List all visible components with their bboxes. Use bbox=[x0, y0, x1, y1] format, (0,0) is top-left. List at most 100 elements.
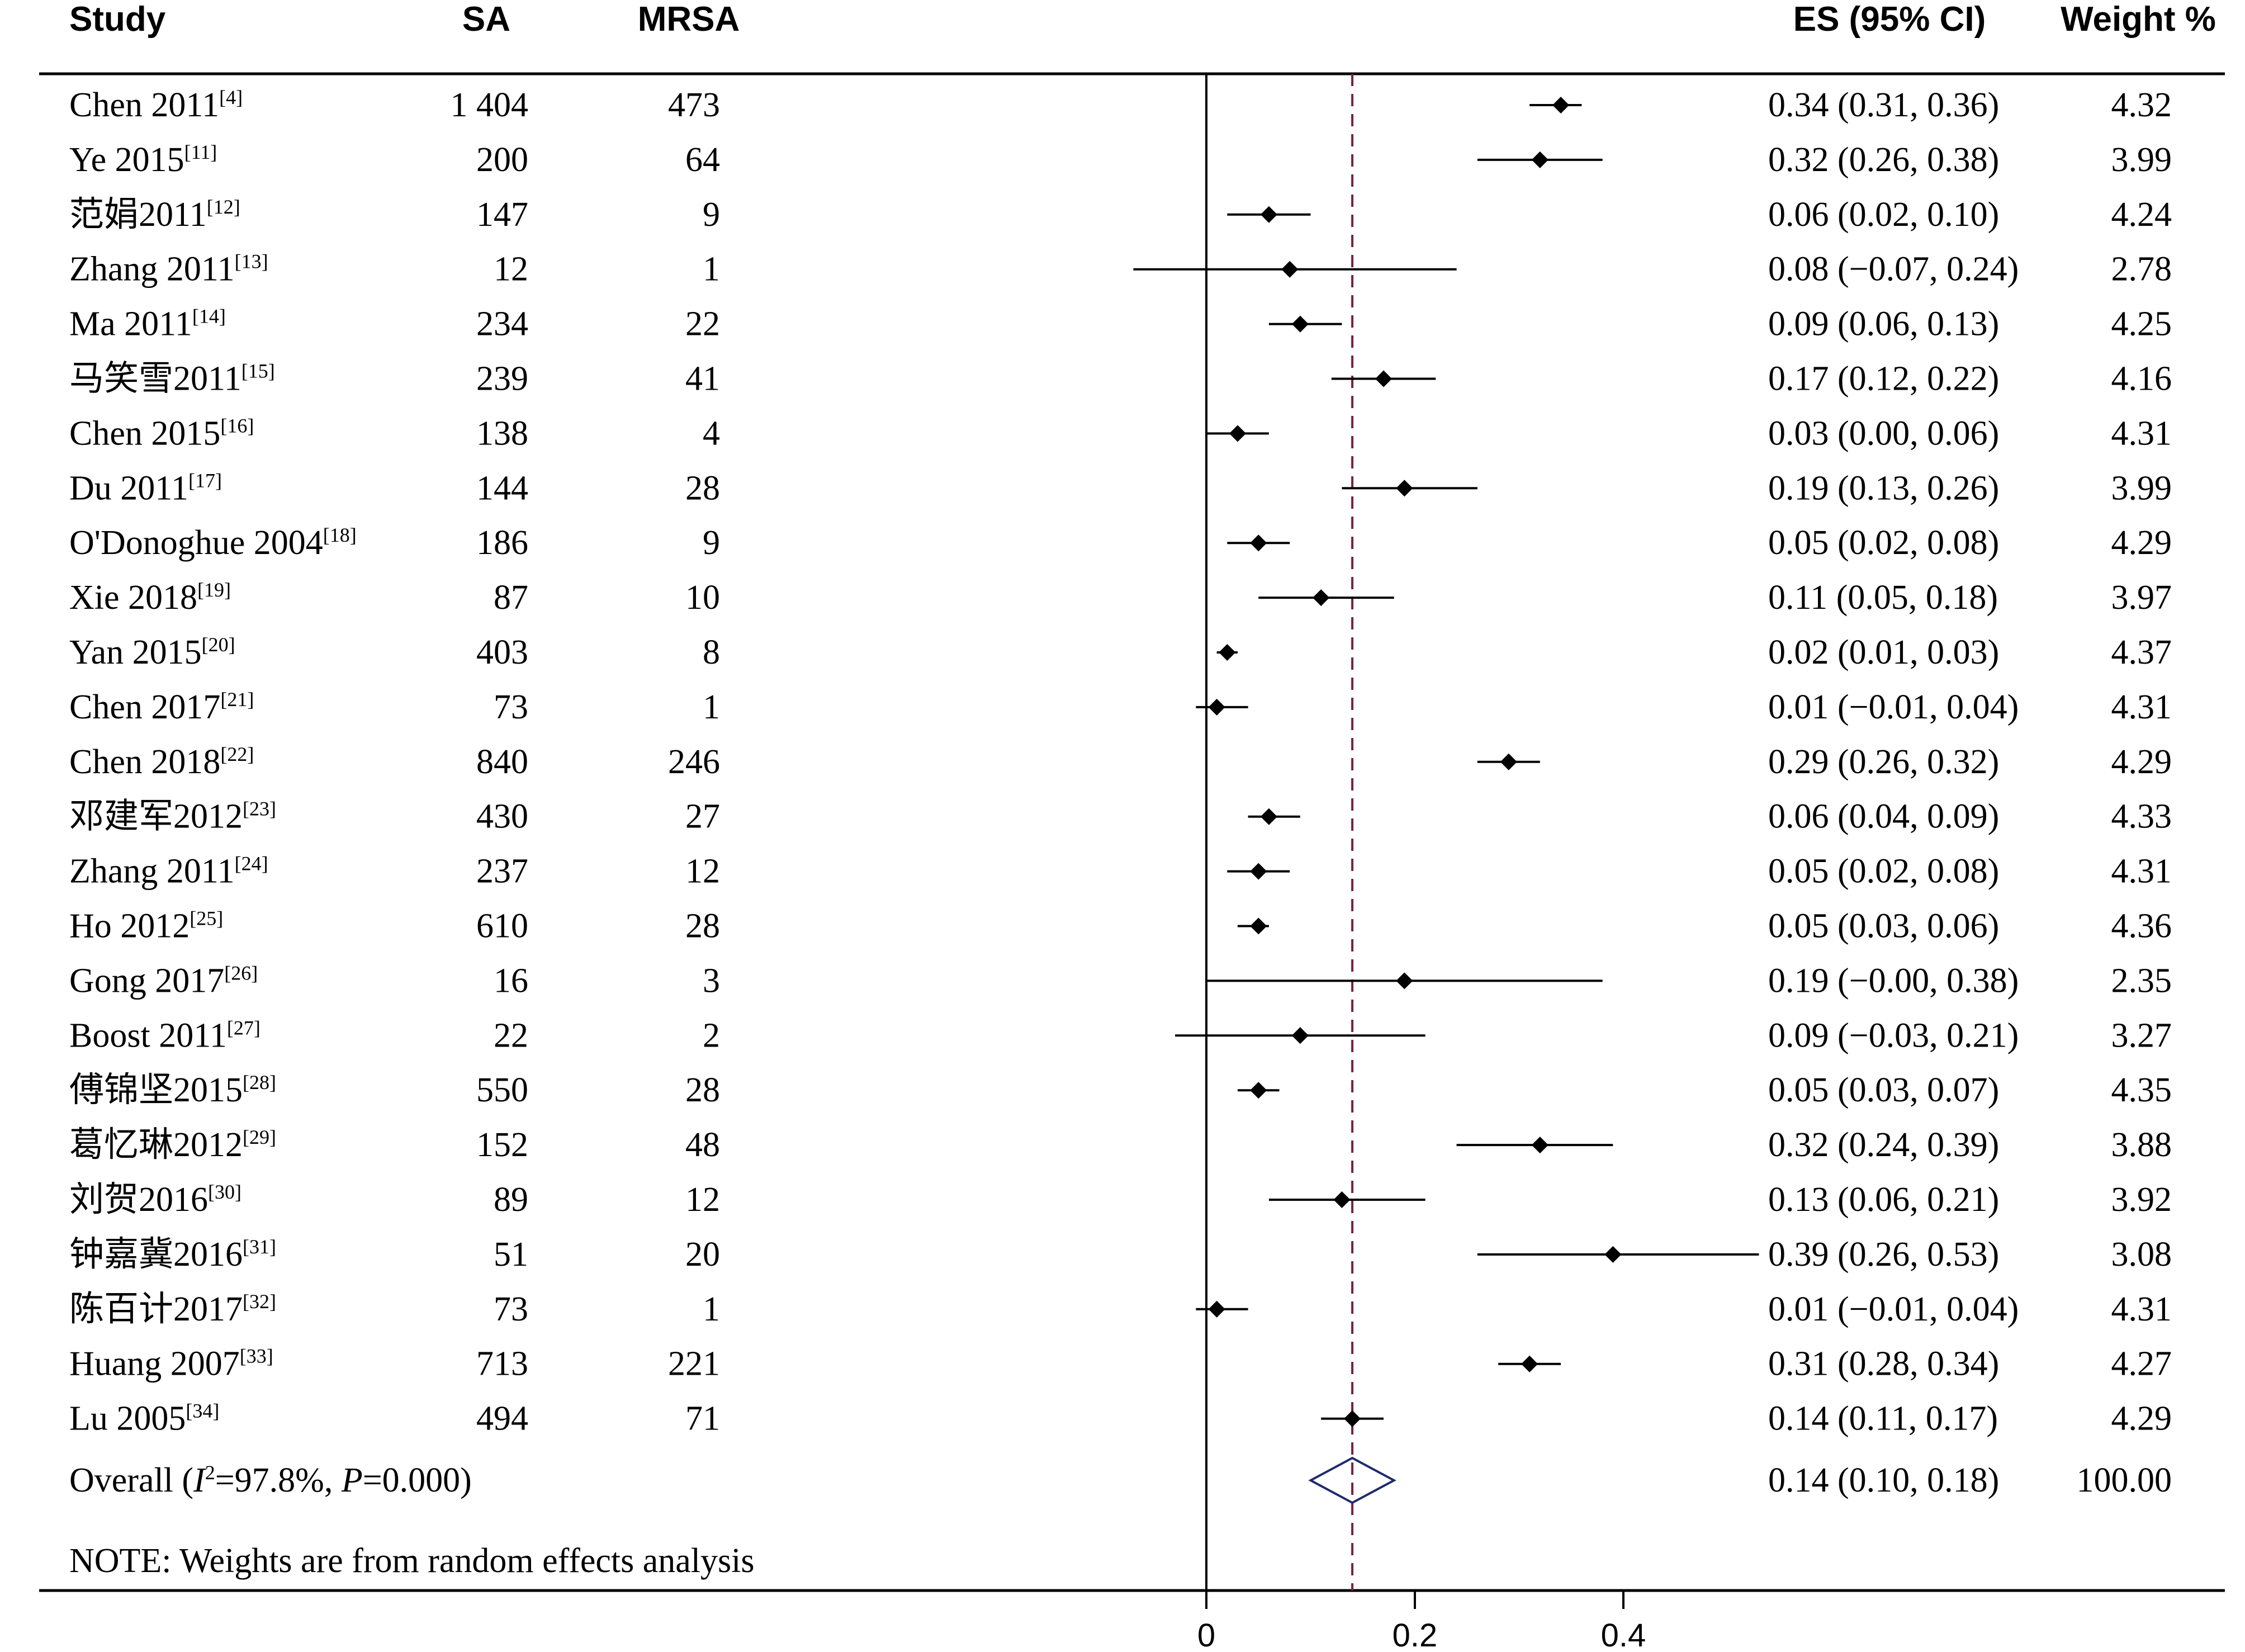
x-tick-label: 0.4 bbox=[1601, 1617, 1646, 1652]
study-es-ci: 0.13 (0.06, 0.21) bbox=[1768, 1181, 1999, 1219]
study-es-ci: 0.01 (−0.01, 0.04) bbox=[1768, 1290, 2019, 1328]
point-estimate-marker bbox=[1250, 917, 1267, 935]
study-sa: 147 bbox=[476, 196, 528, 234]
study-mrsa: 9 bbox=[703, 524, 720, 562]
point-estimate-marker bbox=[1604, 1246, 1622, 1263]
study-row: Ho 2012[25] 610 28 0.05 (0.03, 0.06) 4.36 bbox=[69, 907, 2172, 945]
study-sa: 144 bbox=[476, 469, 528, 507]
study-sa: 16 bbox=[494, 962, 528, 1000]
study-name: Chen 2011[4] bbox=[69, 86, 243, 124]
x-axis: 0 0.2 0.4 bbox=[1197, 1591, 1646, 1652]
study-es-ci: 0.05 (0.03, 0.06) bbox=[1768, 907, 1999, 945]
study-es-ci: 0.29 (0.26, 0.32) bbox=[1768, 743, 1999, 781]
study-weight: 4.36 bbox=[2111, 907, 2172, 945]
study-sa: 234 bbox=[476, 305, 528, 343]
point-estimate-marker bbox=[1552, 97, 1570, 113]
study-sa: 73 bbox=[494, 688, 528, 726]
study-rows: Chen 2011[4] 1 404 473 0.34 (0.31, 0.36) 4.3… bbox=[69, 86, 2172, 1438]
study-name: Boost 2011[27] bbox=[69, 1016, 261, 1054]
overall-weight: 100.00 bbox=[2077, 1461, 2172, 1499]
study-mrsa: 41 bbox=[685, 360, 720, 398]
study-sa: 200 bbox=[476, 141, 528, 179]
study-weight: 4.29 bbox=[2111, 524, 2172, 562]
study-es-ci: 0.05 (0.02, 0.08) bbox=[1768, 524, 1999, 562]
overall-label: Overall (I2=97.8%, P=0.000) bbox=[69, 1461, 472, 1499]
study-name: Ye 2015[11] bbox=[69, 141, 217, 179]
study-sa: 186 bbox=[476, 524, 528, 562]
study-sa: 73 bbox=[494, 1290, 528, 1328]
study-es-ci: 0.03 (0.00, 0.06) bbox=[1768, 414, 1999, 452]
header-es-ci: ES (95% CI) bbox=[1793, 0, 1986, 39]
study-mrsa: 1 bbox=[703, 688, 720, 726]
study-weight: 3.99 bbox=[2111, 141, 2172, 179]
study-mrsa: 48 bbox=[685, 1126, 720, 1164]
study-mrsa: 221 bbox=[668, 1345, 720, 1383]
point-estimate-marker bbox=[1208, 1300, 1225, 1318]
point-estimate-marker bbox=[1375, 370, 1393, 387]
study-mrsa: 64 bbox=[685, 141, 720, 179]
study-name: Huang 2007[33] bbox=[69, 1345, 273, 1383]
study-es-ci: 0.01 (−0.01, 0.04) bbox=[1768, 688, 2019, 726]
study-mrsa: 71 bbox=[685, 1400, 720, 1438]
study-mrsa: 22 bbox=[685, 305, 720, 343]
study-name: Chen 2015[16] bbox=[69, 414, 254, 452]
study-es-ci: 0.34 (0.31, 0.36) bbox=[1768, 86, 1999, 124]
point-estimate-marker bbox=[1219, 644, 1236, 661]
study-es-ci: 0.32 (0.26, 0.38) bbox=[1768, 141, 1999, 179]
study-es-ci: 0.31 (0.28, 0.34) bbox=[1768, 1345, 1999, 1383]
study-row: O'Donoghue 2004[18] 186 9 0.05 (0.02, 0.08)… bbox=[69, 524, 2172, 562]
header-weight: Weight % bbox=[2061, 0, 2216, 39]
point-estimate-marker bbox=[1344, 1410, 1361, 1427]
study-row: Chen 2015[16] 138 4 0.03 (0.00, 0.06) 4.31 bbox=[69, 414, 2172, 452]
point-estimate-marker bbox=[1531, 1137, 1548, 1154]
study-name: 刘贺2016[30] bbox=[69, 1181, 241, 1219]
study-mrsa: 12 bbox=[685, 853, 720, 891]
study-name: Chen 2017[21] bbox=[69, 688, 254, 726]
study-weight: 3.08 bbox=[2111, 1236, 2172, 1274]
study-mrsa: 8 bbox=[703, 633, 720, 671]
study-sa: 713 bbox=[476, 1345, 528, 1383]
study-row: Huang 2007[33] 713 221 0.31 (0.28, 0.34) 4.2… bbox=[69, 1345, 2172, 1383]
study-mrsa: 1 bbox=[703, 1290, 720, 1328]
point-estimate-marker bbox=[1250, 863, 1267, 880]
study-es-ci: 0.39 (0.26, 0.53) bbox=[1768, 1236, 1999, 1274]
study-weight: 4.37 bbox=[2111, 633, 2172, 671]
study-row: Zhang 2011[24] 237 12 0.05 (0.02, 0.08) 4.31 bbox=[69, 853, 2172, 891]
study-sa: 89 bbox=[494, 1181, 528, 1219]
study-name: 邓建军2012[23] bbox=[69, 798, 276, 836]
point-estimate-marker bbox=[1396, 480, 1413, 497]
study-row: 邓建军2012[23] 430 27 0.06 (0.04, 0.09) 4.33 bbox=[69, 798, 2172, 836]
study-weight: 4.29 bbox=[2111, 1400, 2172, 1438]
study-weight: 4.31 bbox=[2111, 688, 2172, 726]
study-weight: 3.88 bbox=[2111, 1126, 2172, 1164]
study-sa: 840 bbox=[476, 743, 528, 781]
study-es-ci: 0.11 (0.05, 0.18) bbox=[1768, 579, 1998, 617]
study-mrsa: 12 bbox=[685, 1181, 720, 1219]
study-sa: 51 bbox=[494, 1236, 528, 1274]
study-name: Gong 2017[26] bbox=[69, 962, 258, 1000]
study-es-ci: 0.19 (0.13, 0.26) bbox=[1768, 469, 1999, 507]
study-row: 刘贺2016[30] 89 12 0.13 (0.06, 0.21) 3.92 bbox=[69, 1181, 2172, 1219]
study-sa: 87 bbox=[494, 579, 528, 617]
study-row: Chen 2018[22] 840 246 0.29 (0.26, 0.32) 4.29 bbox=[69, 743, 2172, 781]
point-estimate-marker bbox=[1260, 808, 1277, 825]
overall-i2-symbol: I bbox=[193, 1461, 207, 1499]
overall-label-prefix: Overall ( bbox=[69, 1461, 193, 1499]
header-mrsa: MRSA bbox=[638, 0, 740, 39]
study-es-ci: 0.14 (0.11, 0.17) bbox=[1768, 1400, 1998, 1438]
study-row: Lu 2005[34] 494 71 0.14 (0.11, 0.17) 4.29 bbox=[69, 1400, 2172, 1438]
study-weight: 3.97 bbox=[2111, 579, 2172, 617]
study-sa: 22 bbox=[494, 1016, 528, 1054]
x-tick-label: 0.2 bbox=[1393, 1617, 1438, 1652]
study-name: Ho 2012[25] bbox=[69, 907, 223, 945]
point-estimate-marker bbox=[1291, 315, 1309, 333]
study-name: Yan 2015[20] bbox=[69, 633, 235, 671]
x-tick-label: 0 bbox=[1197, 1617, 1215, 1652]
overall-p-symbol: P bbox=[341, 1461, 363, 1499]
study-name: Du 2011[17] bbox=[69, 469, 222, 507]
study-row: 傅锦坚2015[28] 550 28 0.05 (0.03, 0.07) 4.35 bbox=[69, 1071, 2172, 1109]
study-sa: 550 bbox=[476, 1071, 528, 1109]
study-weight: 2.35 bbox=[2111, 962, 2172, 1000]
point-estimate-marker bbox=[1313, 589, 1330, 607]
